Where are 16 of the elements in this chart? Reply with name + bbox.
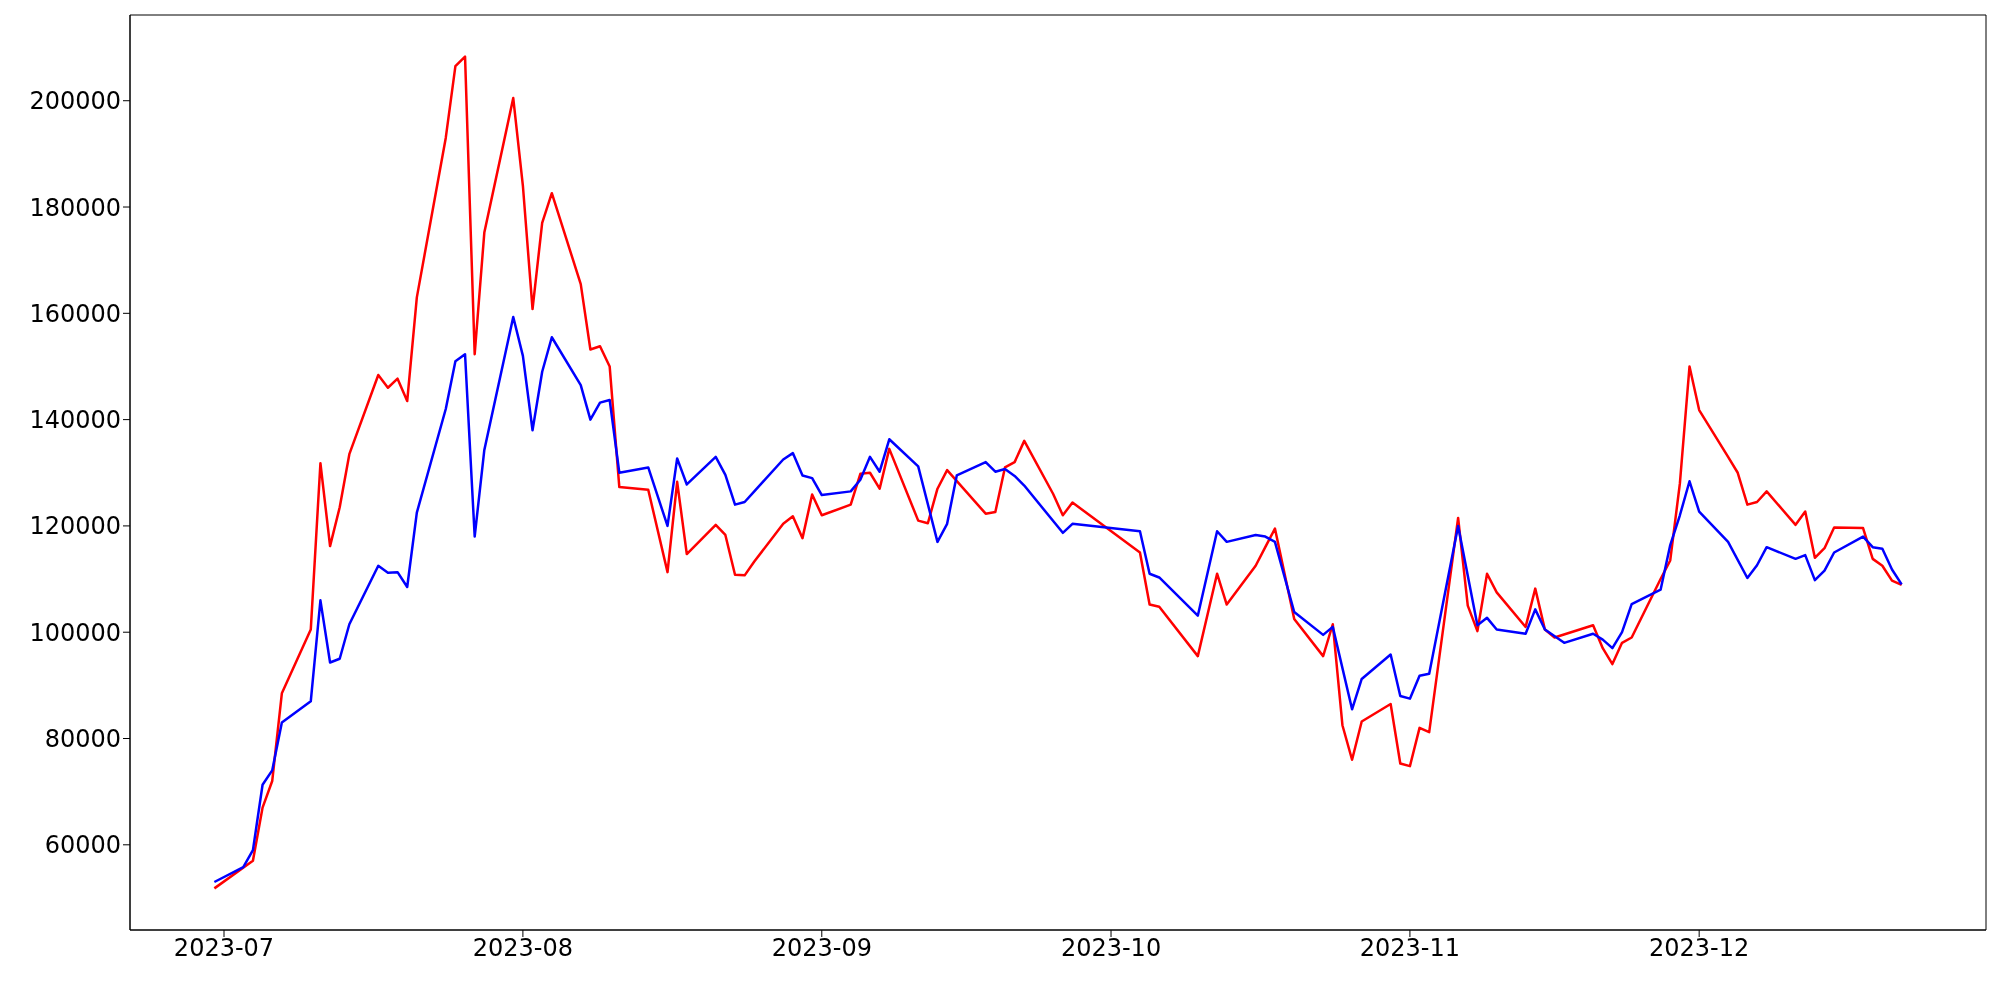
y-tick-label: 60000 <box>44 831 121 860</box>
line-series <box>213 315 1903 884</box>
y-tick-label: 80000 <box>44 725 121 754</box>
y-tick-label: 180000 <box>29 193 121 222</box>
y-tick-label: 140000 <box>29 406 121 435</box>
x-tick-label: 2023-12 <box>1649 934 1750 963</box>
x-tick-label: 2023-07 <box>173 934 275 963</box>
x-tick-label: 2023-10 <box>1060 934 1162 963</box>
y-tick-label: 120000 <box>29 512 121 541</box>
y-tick-label: 160000 <box>29 299 121 328</box>
x-tick-label: 2023-08 <box>472 934 574 963</box>
y-tick-label: 100000 <box>29 618 121 647</box>
y-tick-label: 200000 <box>29 87 121 116</box>
x-tick-label: 2023-09 <box>771 934 872 963</box>
x-tick-label: 2023-11 <box>1359 934 1461 963</box>
line-series <box>213 55 1903 890</box>
